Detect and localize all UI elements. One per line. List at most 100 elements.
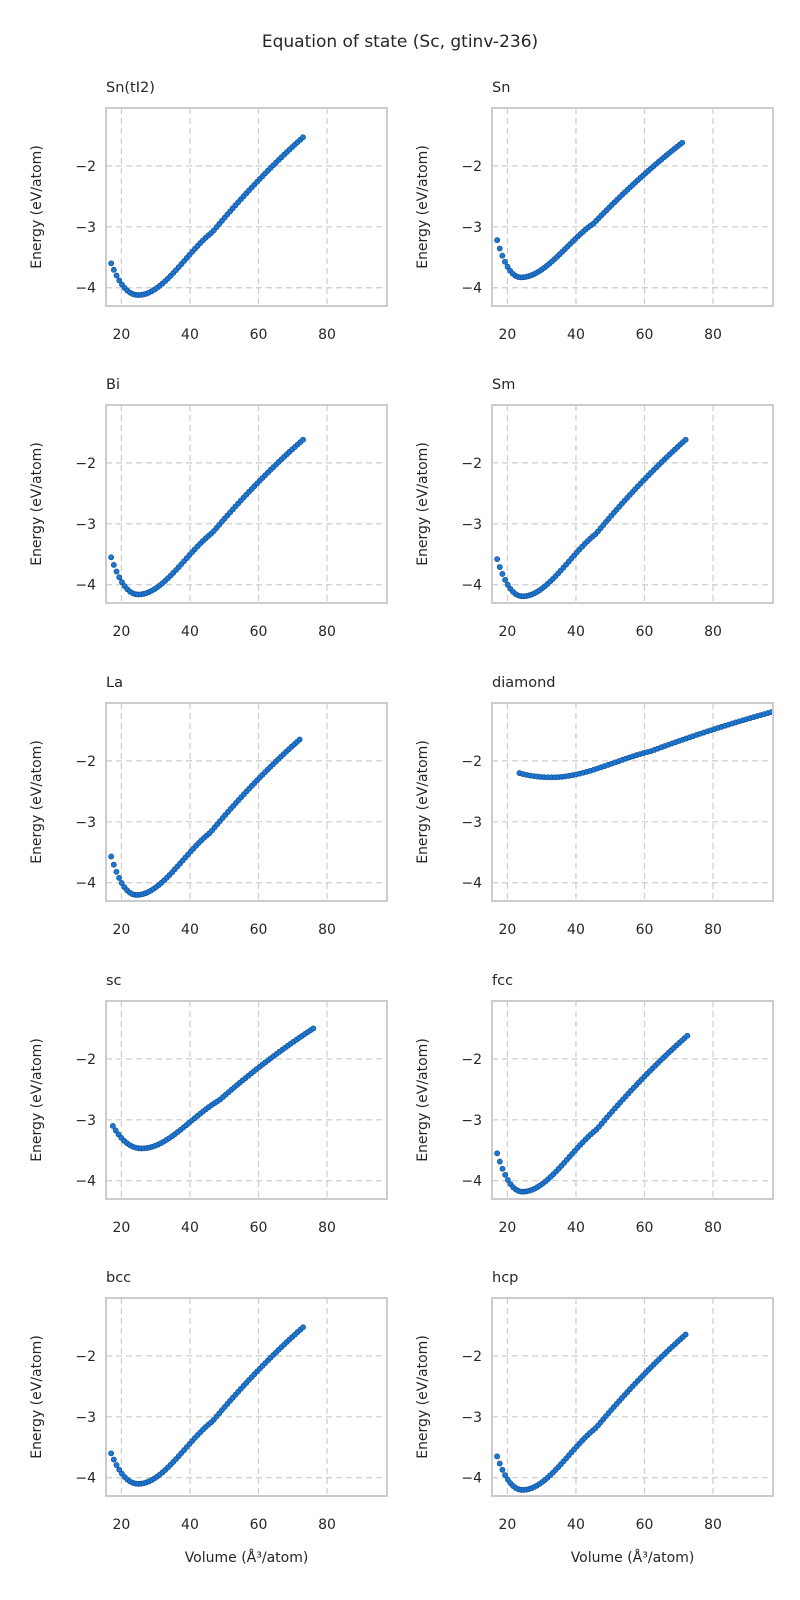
y-axis-label: Energy (eV/atom) xyxy=(29,145,45,269)
plot-frame xyxy=(491,1000,774,1200)
x-tick-label: 80 xyxy=(704,1220,722,1236)
data-point xyxy=(310,1025,317,1032)
y-axis-label: Energy (eV/atom) xyxy=(29,1335,45,1459)
x-tick-label: 80 xyxy=(318,624,336,640)
data-point xyxy=(110,266,117,273)
plot-frame xyxy=(491,404,774,604)
x-tick-label: 60 xyxy=(636,327,654,343)
x-tick-label: 80 xyxy=(704,624,722,640)
y-tick-label: −4 xyxy=(75,578,96,594)
y-tick-label: −4 xyxy=(461,281,482,297)
data-point xyxy=(494,556,501,563)
data-point xyxy=(116,574,123,581)
data-point xyxy=(499,571,506,577)
y-tick-label: −2 xyxy=(75,456,96,472)
x-tick-label: 60 xyxy=(250,1220,268,1236)
x-tick-label: 40 xyxy=(567,1517,585,1533)
x-tick-label: 20 xyxy=(113,922,131,938)
data-point xyxy=(110,561,117,568)
x-tick-label: 60 xyxy=(250,922,268,938)
data-point xyxy=(499,252,506,259)
plot-frame xyxy=(491,107,774,307)
plot-frame xyxy=(491,702,774,902)
y-tick-label: −2 xyxy=(461,456,482,472)
data-point xyxy=(110,861,117,868)
y-tick-label: −2 xyxy=(461,754,482,770)
y-axis-label: Energy (eV/atom) xyxy=(415,145,431,269)
data-point xyxy=(494,1453,501,1460)
panel-bcc: bcc 20 40 60 80 −4 −3 −2 Energy (eV/atom) Volume … xyxy=(29,1270,388,1566)
data-point xyxy=(682,1331,689,1338)
x-tick-label: 80 xyxy=(704,327,722,343)
data-point xyxy=(679,139,686,146)
panel-title: diamond xyxy=(492,675,556,691)
data-point xyxy=(108,554,115,561)
panel-sn-ti2: Sn(tI2) 20 40 60 80 −4 −3 −2 Energy (eV/atom) xyxy=(29,80,388,343)
panel-title: Bi xyxy=(106,377,120,393)
x-tick-label: 20 xyxy=(113,1517,131,1533)
y-axis-label: Energy (eV/atom) xyxy=(415,1335,431,1459)
y-axis-label: Energy (eV/atom) xyxy=(415,740,431,864)
data-point xyxy=(504,263,511,270)
data-point xyxy=(108,853,115,860)
data-point xyxy=(296,736,303,743)
panel-sn: Sn 20 40 60 80 −4 −3 −2 Energy (eV/atom) xyxy=(415,80,774,343)
x-tick-label: 20 xyxy=(113,327,131,343)
y-tick-label: −3 xyxy=(75,1410,96,1426)
y-axis-label: Energy (eV/atom) xyxy=(29,740,45,864)
x-tick-label: 20 xyxy=(113,624,131,640)
data-point xyxy=(112,1127,119,1134)
data-point xyxy=(116,875,123,881)
plot-frame xyxy=(105,1297,388,1497)
x-tick-label: 40 xyxy=(181,922,199,938)
x-tick-label: 40 xyxy=(181,1517,199,1533)
x-tick-label: 40 xyxy=(181,327,199,343)
x-tick-label: 20 xyxy=(499,1517,517,1533)
data-point xyxy=(502,1472,509,1478)
data-point xyxy=(113,272,120,279)
x-tick-label: 60 xyxy=(250,1517,268,1533)
x-tick-label: 80 xyxy=(704,922,722,938)
data-point xyxy=(502,258,508,265)
y-tick-label: −3 xyxy=(75,815,96,831)
x-tick-label: 60 xyxy=(250,624,268,640)
data-point xyxy=(502,1171,509,1178)
data-point xyxy=(682,436,689,443)
plot-frame xyxy=(105,107,388,307)
panel-la: La 20 40 60 80 −4 −3 −2 Energy (eV/atom) xyxy=(29,675,388,938)
panel-title: fcc xyxy=(492,973,513,989)
panel-sm: Sm 20 40 60 80 −4 −3 −2 Energy (eV/atom) xyxy=(415,377,774,640)
data-point xyxy=(113,1462,120,1468)
y-tick-label: −2 xyxy=(75,1349,96,1365)
y-tick-label: −4 xyxy=(75,281,96,297)
panel-title: La xyxy=(106,675,123,691)
panel-diamond: diamond 20 40 60 80 −4 −3 −2 Energy (eV/atom) xyxy=(415,675,775,938)
data-point xyxy=(108,260,115,267)
data-point xyxy=(684,1032,691,1039)
x-tick-label: 40 xyxy=(567,624,585,640)
x-tick-label: 60 xyxy=(250,327,268,343)
figure-suptitle: Equation of state (Sc, gtinv-236) xyxy=(262,32,538,52)
data-point xyxy=(499,1165,506,1172)
x-axis-label: Volume (Å³/atom) xyxy=(571,1549,695,1566)
data-point xyxy=(502,576,509,583)
panel-fcc: fcc 20 40 60 80 −4 −3 −2 Energy (eV/atom) xyxy=(415,973,774,1236)
y-tick-label: −3 xyxy=(461,1113,482,1129)
y-tick-label: −2 xyxy=(75,754,96,770)
data-point xyxy=(504,581,511,588)
y-axis-label: Energy (eV/atom) xyxy=(415,1038,431,1162)
y-tick-label: −2 xyxy=(461,1349,482,1365)
data-point xyxy=(300,1324,306,1331)
data-point xyxy=(116,277,123,284)
data-point xyxy=(108,1450,115,1457)
y-tick-label: −4 xyxy=(75,1174,96,1190)
x-tick-label: 60 xyxy=(636,1220,654,1236)
y-axis-label: Energy (eV/atom) xyxy=(29,1038,45,1162)
panel-title: bcc xyxy=(106,1270,131,1286)
y-tick-label: −2 xyxy=(75,159,96,175)
x-tick-label: 40 xyxy=(567,922,585,938)
data-point xyxy=(109,1122,116,1129)
data-point xyxy=(113,568,120,575)
panel-title: Sn(tI2) xyxy=(106,80,155,96)
